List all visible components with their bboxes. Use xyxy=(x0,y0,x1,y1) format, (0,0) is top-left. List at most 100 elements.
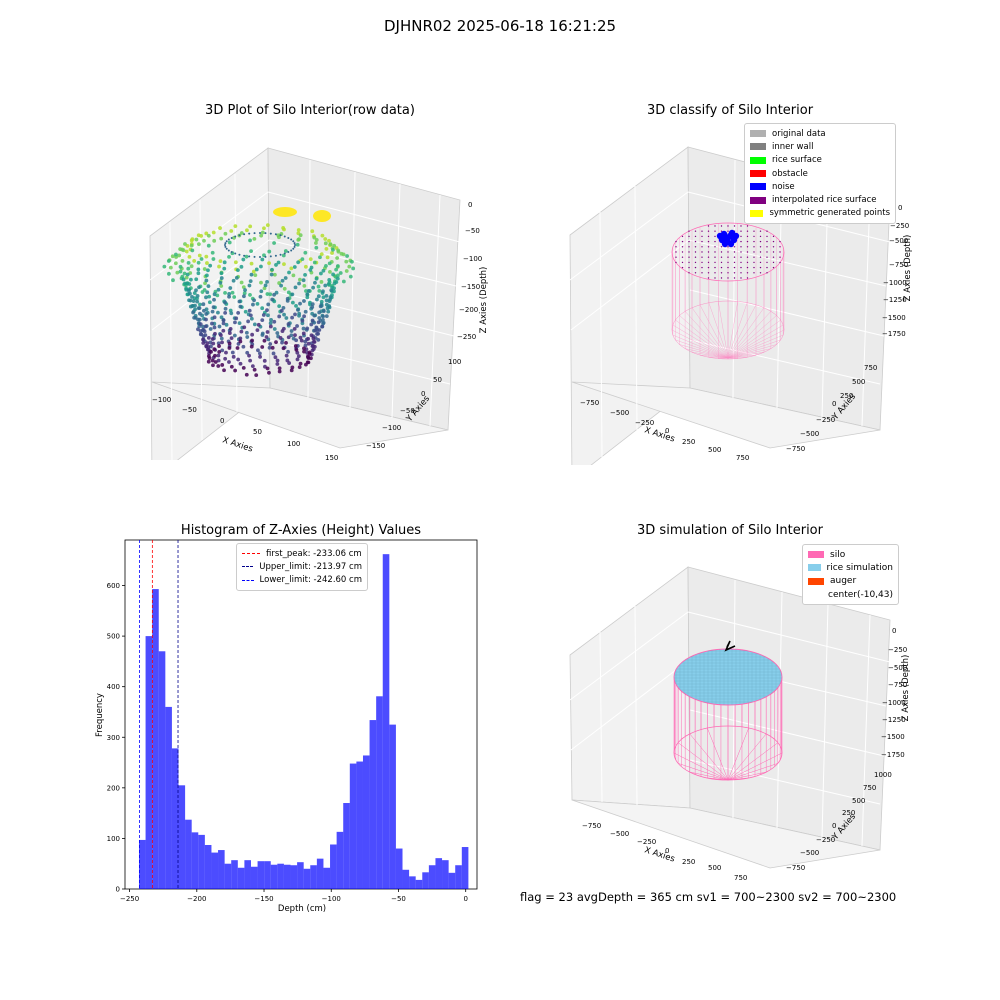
wall-line xyxy=(708,302,729,359)
histogram-bar xyxy=(224,863,232,889)
wall-line xyxy=(708,357,729,359)
scatter-point xyxy=(296,307,300,312)
scatter-point xyxy=(301,331,306,336)
scatter-point xyxy=(227,292,232,296)
scatter-point xyxy=(234,275,239,280)
interpolated-point xyxy=(727,266,729,269)
scatter-point xyxy=(266,313,270,318)
scatter-point xyxy=(205,261,209,265)
scatter-point xyxy=(279,234,282,237)
interpolated-point xyxy=(746,246,749,248)
scatter-point xyxy=(305,295,310,300)
scatter-point xyxy=(335,256,340,260)
scatter-point xyxy=(212,315,217,320)
noise-point xyxy=(727,240,735,248)
scatter-point xyxy=(316,337,321,342)
interpolated-point xyxy=(694,235,697,238)
scatter-point xyxy=(298,277,302,282)
interpolated-point xyxy=(707,261,710,264)
scatter-point xyxy=(250,364,255,369)
wall-line xyxy=(671,329,729,359)
p4-ztick: −250 xyxy=(888,646,907,654)
interpolated-point xyxy=(772,266,775,269)
scatter-point xyxy=(255,301,260,306)
scatter-point xyxy=(187,298,191,303)
p1-ytick: −50 xyxy=(400,407,415,415)
scatter-point xyxy=(344,259,349,264)
scatter-point xyxy=(262,226,266,231)
scatter-point xyxy=(229,364,234,369)
scatter-point xyxy=(314,241,318,245)
scatter-point xyxy=(222,266,227,271)
p1-ztick: −250 xyxy=(457,333,476,341)
scatter-point xyxy=(321,309,326,314)
interpolated-point xyxy=(688,256,690,258)
scatter-point xyxy=(218,333,223,337)
scatter-point xyxy=(178,264,183,269)
scatter-point xyxy=(210,250,215,255)
scatter-point xyxy=(272,241,277,245)
wall-line xyxy=(727,339,781,359)
histogram-bar xyxy=(250,866,258,889)
scatter-point xyxy=(244,330,249,335)
scatter-point xyxy=(209,349,213,354)
interpolated-point xyxy=(694,266,697,269)
interpolated-point xyxy=(740,266,742,269)
scatter-point xyxy=(327,278,332,282)
scatter-point xyxy=(344,269,349,273)
histogram-y-tick-label: 0 xyxy=(116,886,120,894)
scatter-point xyxy=(217,350,222,354)
scatter-point xyxy=(292,327,297,331)
scatter-point xyxy=(287,236,290,239)
scatter-point xyxy=(189,264,194,269)
interpolated-point xyxy=(753,240,755,243)
scatter-point xyxy=(265,223,270,227)
scatter-point xyxy=(218,226,222,230)
scatter-point xyxy=(306,341,311,346)
interpolated-point xyxy=(701,256,703,258)
scatter-point xyxy=(302,346,306,351)
scatter-point xyxy=(260,318,265,323)
scatter-point xyxy=(239,329,244,334)
scatter-point xyxy=(302,283,307,288)
scatter-point xyxy=(310,305,315,310)
histogram-bar xyxy=(277,863,284,889)
scatter-point xyxy=(324,247,329,251)
scatter-point xyxy=(295,324,299,328)
panel4-z-ticks: 0 −250 −500 −750 −1000 −1250 −1500 −1750 xyxy=(881,627,907,759)
legend-swatch xyxy=(750,209,764,217)
histogram-bar xyxy=(310,865,317,889)
scatter-point xyxy=(238,304,243,309)
interpolated-point xyxy=(681,235,684,238)
scatter-point xyxy=(335,264,340,268)
p4-ztick: −1750 xyxy=(881,751,905,759)
scatter-point xyxy=(289,333,294,338)
interpolated-point xyxy=(779,256,781,258)
p4-ytick: 500 xyxy=(852,797,865,805)
scatter-point xyxy=(206,233,211,238)
scatter-point xyxy=(306,360,311,365)
scatter-point xyxy=(268,342,273,346)
scatter-point xyxy=(186,266,191,271)
histogram-x-tick-label: −100 xyxy=(322,895,341,903)
p4-ytick: −250 xyxy=(816,836,835,844)
scatter-point xyxy=(274,340,278,345)
status-line: flag = 23 avgDepth = 365 cm sv1 = 700~23… xyxy=(520,890,897,904)
scatter-point xyxy=(306,289,311,293)
scatter-point xyxy=(220,340,224,345)
wall-line xyxy=(727,304,757,359)
scatter-point xyxy=(302,299,306,303)
scatter-point xyxy=(317,310,322,315)
figure-title: DJHNR02 2025-06-18 16:21:25 xyxy=(383,17,617,35)
scatter-point xyxy=(308,257,313,262)
scatter-point xyxy=(175,270,180,275)
scatter-point xyxy=(248,232,251,235)
histogram-bar xyxy=(343,803,350,889)
scatter-point xyxy=(220,363,225,367)
scatter-point xyxy=(275,358,280,363)
scatter-point xyxy=(247,308,252,313)
scatter-point xyxy=(242,294,246,299)
scatter-point xyxy=(185,272,190,277)
scatter-point xyxy=(191,299,196,303)
scatter-point xyxy=(224,245,227,248)
